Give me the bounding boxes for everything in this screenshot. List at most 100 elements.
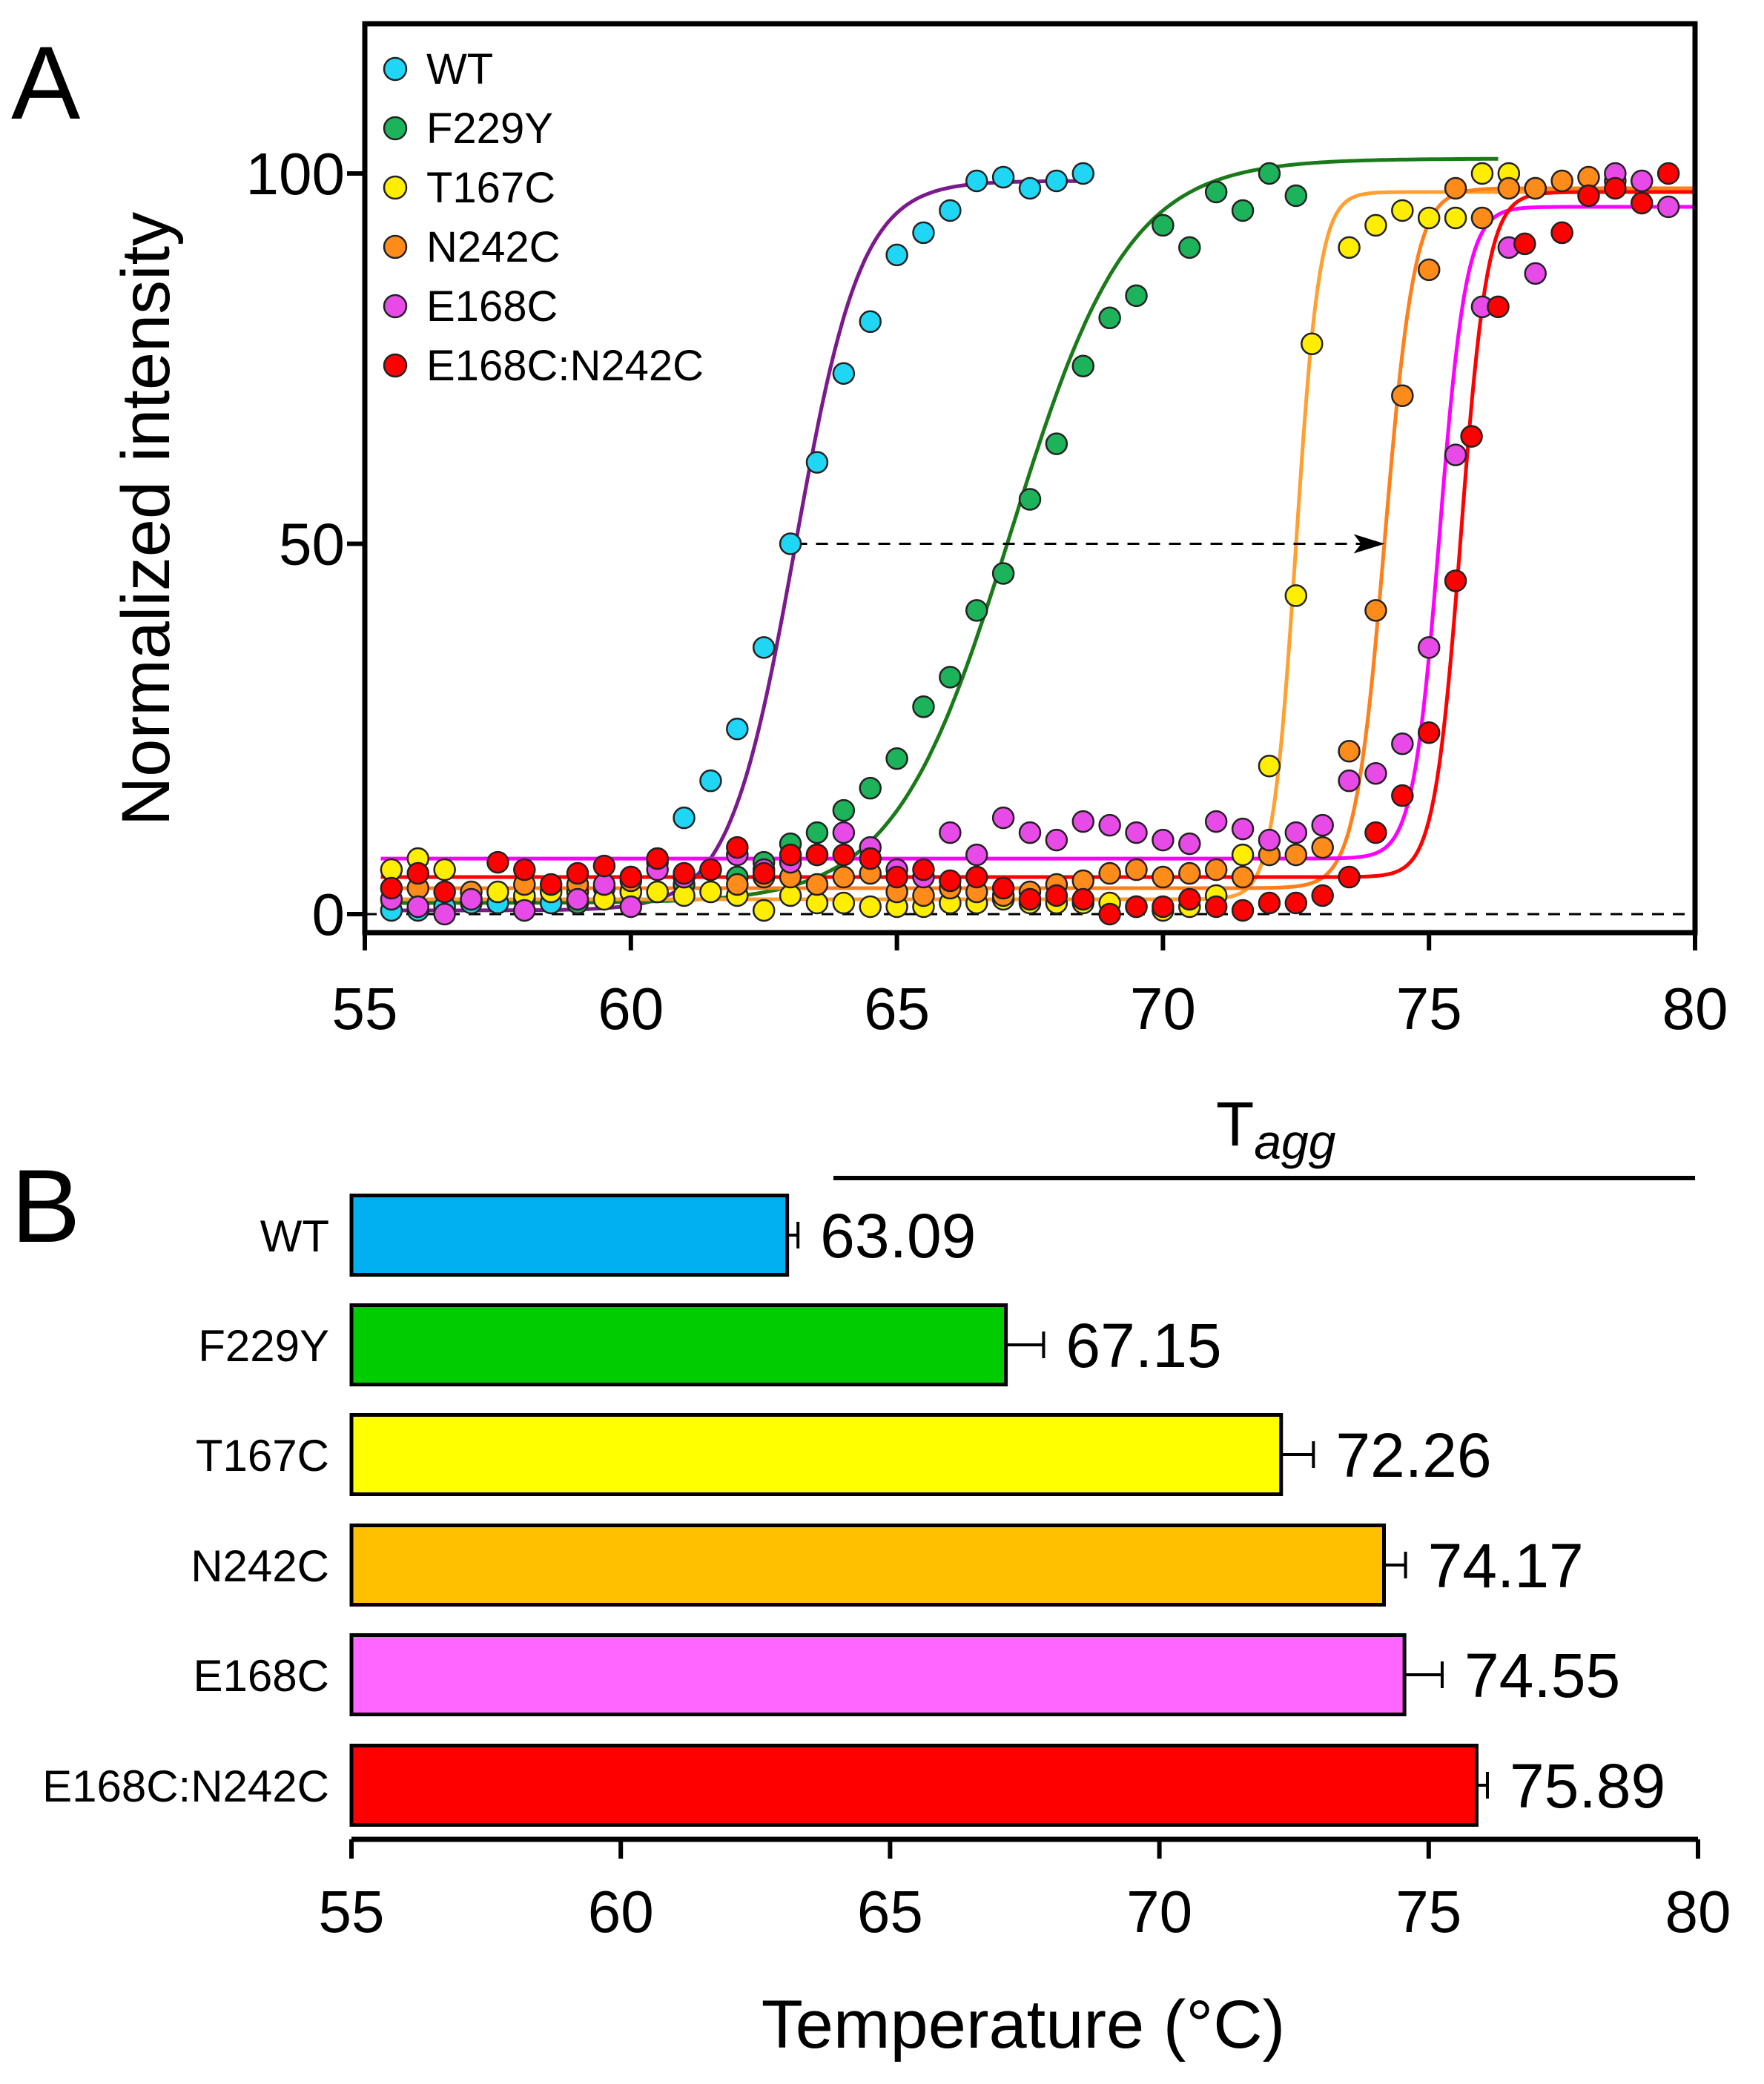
data-point-t167c <box>1391 199 1414 222</box>
category-label: E168C <box>194 1651 329 1701</box>
bar-wt <box>349 1194 790 1277</box>
bar-f229y <box>349 1303 1008 1386</box>
data-point-f229y <box>1152 214 1175 237</box>
data-point-e168c-n242c <box>1364 821 1387 844</box>
x-tick-label: 75 <box>1396 976 1462 1042</box>
data-point-e168c-n242c <box>1125 895 1148 919</box>
data-point-f229y <box>912 695 935 718</box>
data-point-e168c-n242c <box>406 861 430 885</box>
data-point-f229y <box>965 599 988 622</box>
value-label: 67.15 <box>1066 1311 1221 1380</box>
data-point-e168c-n242c <box>1630 191 1654 215</box>
x-tick-label: 70 <box>1126 1879 1192 1945</box>
data-point-e168c <box>1311 813 1334 837</box>
fit-curve-n242c <box>380 186 1695 890</box>
data-point-e168c <box>1231 817 1255 841</box>
data-point-e168c-n242c <box>1284 891 1308 915</box>
value-label: 74.55 <box>1464 1641 1620 1710</box>
data-point-e168c-n242c <box>805 843 829 867</box>
data-point-t167c <box>646 880 669 904</box>
y-tick-label: 50 <box>279 512 345 578</box>
legend-label: N242C <box>426 223 561 271</box>
data-point-e168c-n242c <box>486 850 509 874</box>
data-point-wt <box>965 169 988 193</box>
x-tick-label: 60 <box>598 976 664 1042</box>
value-label: 63.09 <box>820 1201 976 1271</box>
data-point-e168c-n242c <box>779 843 802 867</box>
data-point-e168c-n242c <box>433 880 456 904</box>
legend-label: E168C:N242C <box>426 342 704 390</box>
data-point-t167c <box>699 880 722 904</box>
data-point-e168c <box>1098 813 1121 837</box>
bar-e168c-n242c <box>349 1744 1479 1827</box>
data-point-t167c <box>1364 214 1387 237</box>
data-point-n242c <box>1152 865 1175 889</box>
legend-label: WT <box>426 45 493 93</box>
legend-marker <box>383 175 408 200</box>
data-point-n242c <box>1178 861 1201 885</box>
data-point-e168c <box>1338 769 1361 793</box>
data-point-t167c <box>1417 206 1441 230</box>
x-tick-label: 55 <box>332 976 398 1042</box>
data-point-e168c-n242c <box>832 843 856 867</box>
data-point-e168c-n242c <box>1311 884 1334 907</box>
data-point-wt <box>1045 169 1068 193</box>
x-tick-label: 55 <box>319 1879 385 1945</box>
data-point-e168c-n242c <box>991 876 1015 900</box>
y-axis-label: Normalized intensity <box>108 212 184 826</box>
legend-label: E168C <box>426 282 558 331</box>
data-point-e168c <box>1204 810 1228 833</box>
y-tick-label: 100 <box>246 141 345 207</box>
data-point-e168c <box>619 895 643 919</box>
value-label: 72.26 <box>1335 1420 1491 1490</box>
data-point-f229y <box>939 666 962 689</box>
data-point-n242c <box>726 873 749 896</box>
data-point-n242c <box>1311 836 1334 859</box>
value-label: 74.17 <box>1428 1531 1584 1601</box>
category-label: F229Y <box>198 1321 329 1371</box>
category-label: WT <box>260 1211 329 1261</box>
data-point-f229y <box>832 798 856 822</box>
data-point-t167c <box>433 858 456 881</box>
data-point-e168c-n242c <box>1604 176 1627 200</box>
data-point-e168c <box>566 887 589 911</box>
data-point-n242c <box>1470 206 1494 230</box>
x-tick-label: 60 <box>588 1879 654 1945</box>
data-point-e168c <box>1018 821 1042 844</box>
data-point-e168c-n242c <box>619 865 643 889</box>
category-label: T167C <box>196 1431 329 1481</box>
data-point-wt <box>1018 176 1042 200</box>
data-point-wt <box>1071 162 1095 185</box>
data-point-e168c <box>406 895 430 919</box>
data-point-n242c <box>805 873 829 896</box>
data-point-e168c-n242c <box>699 858 722 881</box>
data-point-e168c <box>1284 821 1308 844</box>
data-point-f229y <box>1284 184 1308 208</box>
data-point-f229y <box>1204 180 1228 204</box>
legend-label: F229Y <box>426 105 553 153</box>
y-tick-label: 0 <box>312 881 346 947</box>
data-point-e168c-n242c <box>1656 162 1680 185</box>
bar-e168c <box>349 1633 1407 1716</box>
data-point-wt <box>885 243 908 267</box>
data-point-t167c <box>1258 754 1281 778</box>
data-point-t167c <box>859 895 882 919</box>
data-point-wt <box>673 806 696 830</box>
arrow-head-icon <box>1353 534 1385 554</box>
data-point-e168c <box>832 821 856 844</box>
x-tick-label: 70 <box>1130 976 1196 1042</box>
data-point-e168c-n242c <box>939 869 962 893</box>
data-point-e168c <box>965 843 988 867</box>
data-point-e168c <box>1630 169 1654 193</box>
data-point-e168c-n242c <box>965 865 988 889</box>
data-point-t167c <box>1338 236 1361 259</box>
data-point-n242c <box>832 865 856 889</box>
data-point-e168c-n242c <box>1045 884 1068 907</box>
data-point-e168c-n242c <box>1417 721 1441 744</box>
fit-curve-e168c-n242c <box>380 190 1695 879</box>
data-point-e168c <box>1444 443 1467 466</box>
data-point-e168c <box>1152 828 1175 852</box>
data-point-f229y <box>1045 432 1068 455</box>
data-point-f229y <box>1258 162 1281 185</box>
bar-t167c <box>349 1413 1284 1496</box>
